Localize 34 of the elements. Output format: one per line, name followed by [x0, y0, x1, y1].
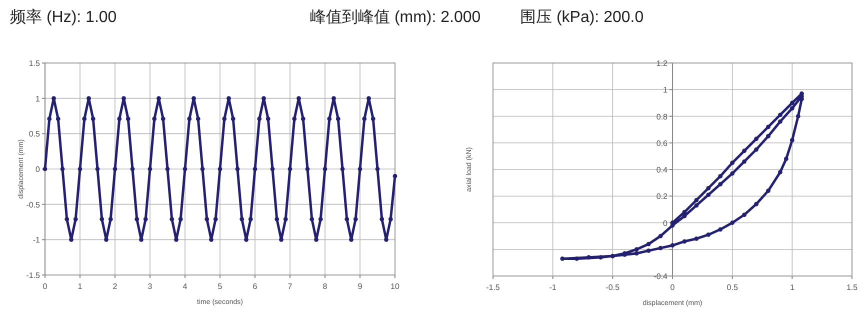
x-tick-label: -1.5	[486, 283, 500, 292]
x-tick-label: -0.5	[606, 283, 620, 292]
x-tick-label: 3	[148, 282, 153, 291]
y-tick-label: -1	[32, 236, 41, 245]
x-tick-label: 0	[42, 282, 48, 291]
y-tick-label: 1.5	[28, 59, 41, 68]
x-tick-label: 5	[218, 282, 223, 291]
y-tick-label: 0.6	[656, 138, 668, 148]
x-tick-label: 1.5	[846, 283, 858, 292]
text: 峰值到峰值 (mm): 2.000	[310, 9, 481, 26]
x-tick-label: 6	[252, 282, 258, 291]
text: 频率 (Hz): 1.00	[10, 8, 117, 26]
y-tick-label: 0.4	[656, 166, 668, 174]
x-tick-label: 10	[390, 282, 400, 291]
y-tick-label: 1	[36, 94, 41, 104]
text: 围压 (kPa): 200.0	[520, 9, 644, 26]
x-tick-label: -1	[549, 283, 557, 292]
x-tick-label: 8	[322, 282, 328, 291]
y-tick-label: 0	[663, 218, 668, 228]
x-tick-label: 1	[78, 282, 83, 291]
y-tick-label: 0.8	[656, 112, 668, 122]
x-tick-label: 7	[288, 282, 293, 291]
y-tick-label: 1	[663, 86, 668, 95]
y-tick-label: -1.5	[26, 271, 41, 280]
y-tick-label: 0.2	[656, 192, 668, 202]
y-tick-label: 0.5	[28, 130, 41, 139]
x-tick-label: 9	[358, 282, 363, 291]
y-tick-label: 0	[36, 165, 41, 174]
x-tick-label: 1	[790, 283, 795, 292]
x-tick-label: 0	[670, 283, 676, 292]
x-tick-label: 0.5	[726, 283, 738, 292]
y-tick-label: -0.5	[26, 200, 41, 210]
x-tick-label: 2	[112, 282, 118, 291]
x-tick-label: 4	[182, 282, 188, 291]
